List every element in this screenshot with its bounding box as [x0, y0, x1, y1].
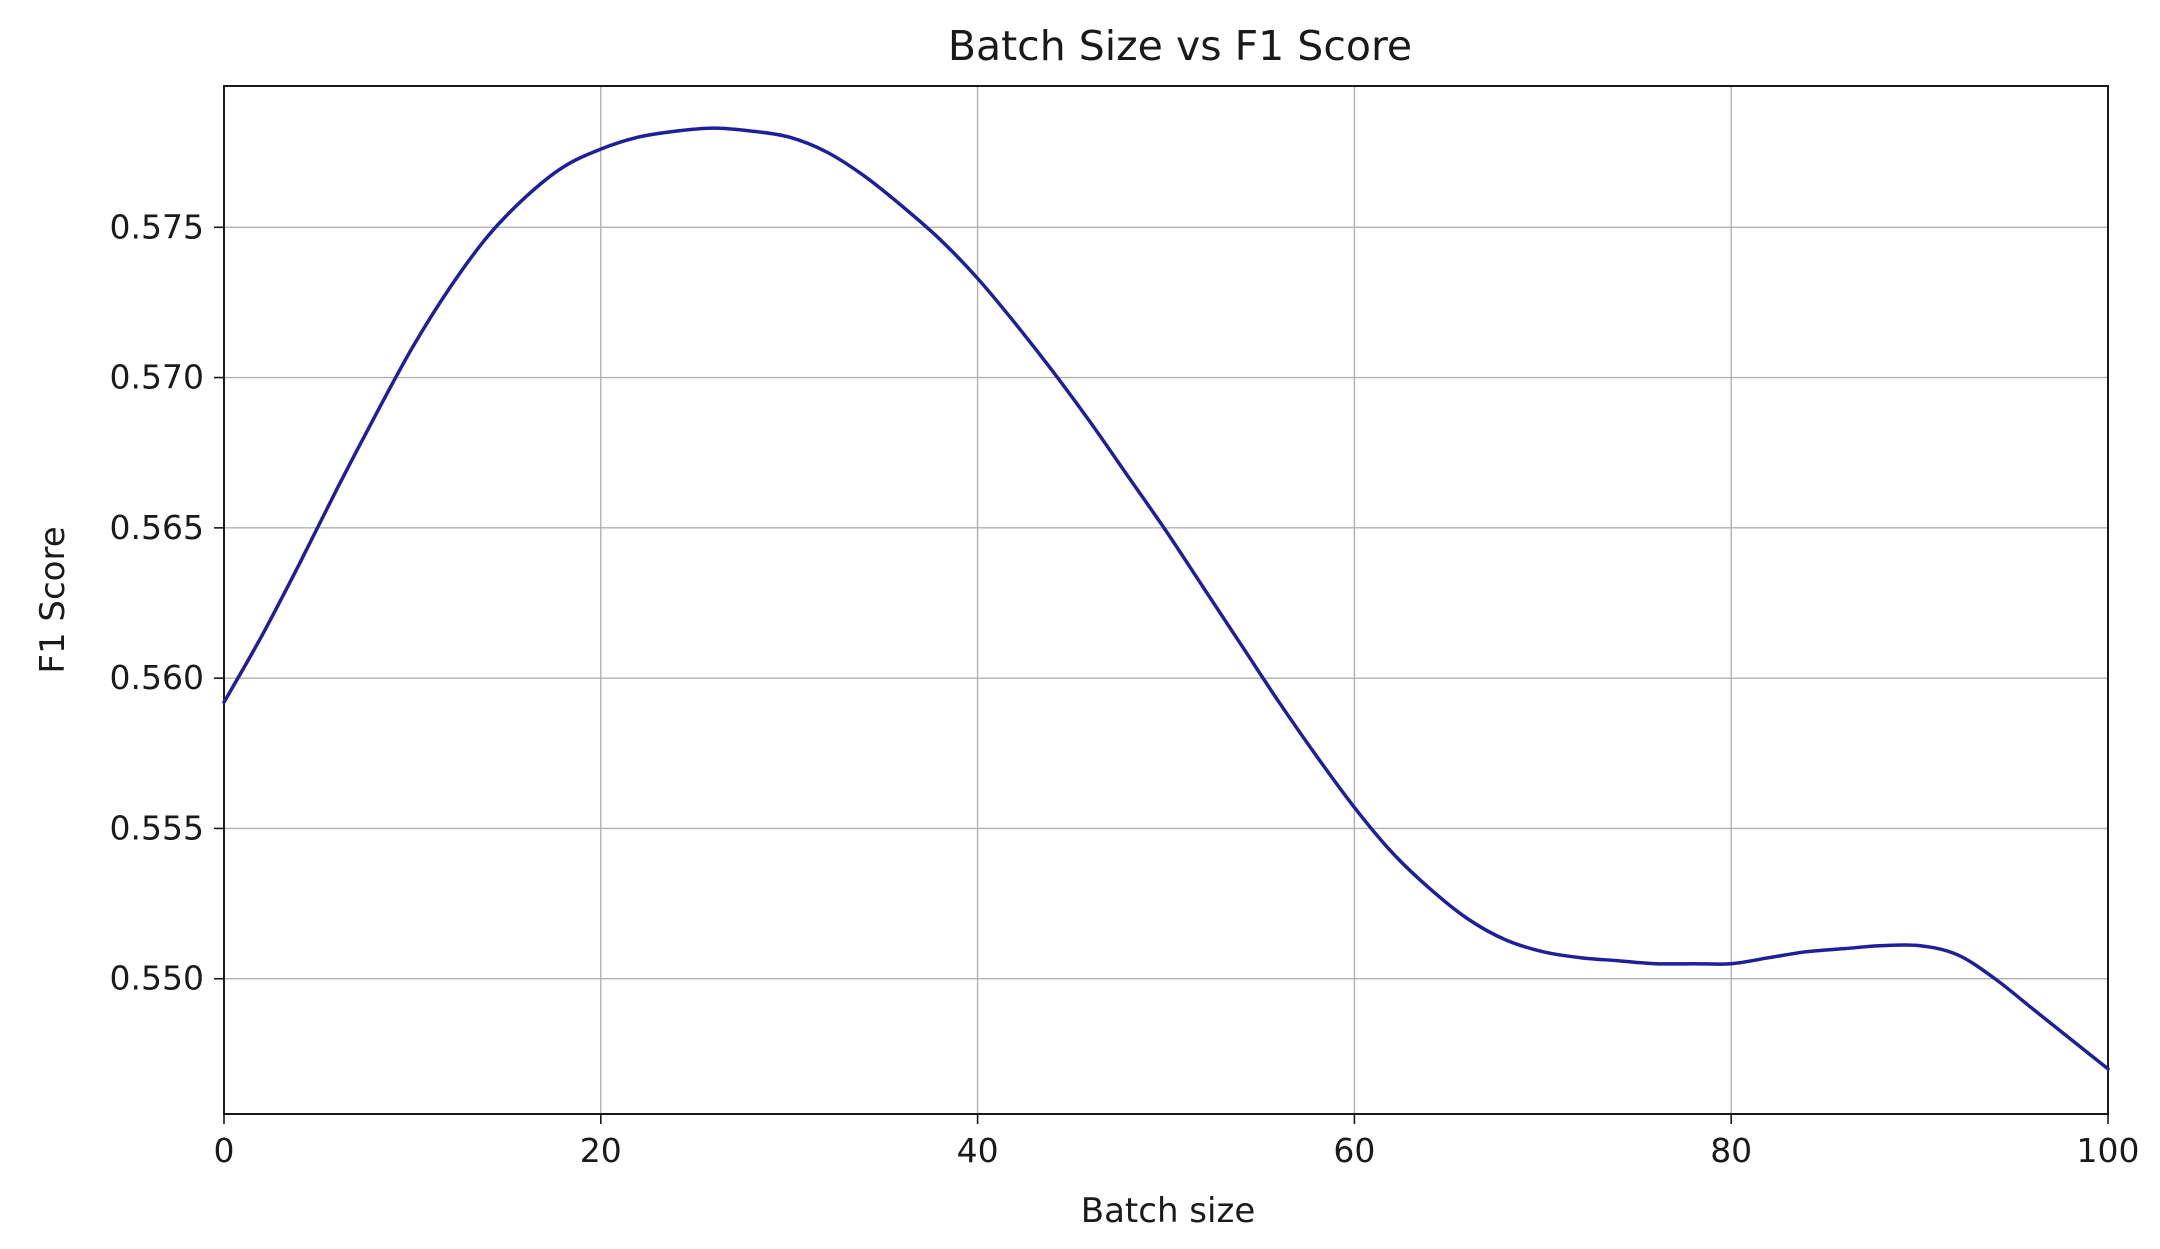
x-tick-label: 0: [214, 1131, 235, 1170]
y-tick-label: 0.555: [110, 808, 204, 847]
x-tick-label: 40: [957, 1131, 999, 1170]
y-axis-label: F1 Score: [33, 526, 73, 673]
chart-title: Batch Size vs F1 Score: [948, 22, 1412, 70]
axis-ticks: 0 20 40 60 80 100 0.550 0.555 0.560 0.565 0.570 0.5…: [110, 207, 2140, 1170]
x-tick-label: 100: [2077, 1131, 2140, 1170]
y-tick-label: 0.565: [110, 508, 204, 547]
y-tick-label: 0.550: [110, 959, 204, 998]
y-tick-label: 0.560: [110, 658, 204, 697]
plot-frame: [223, 85, 2109, 1115]
x-tick-label: 20: [580, 1131, 622, 1170]
x-axis-label: Batch size: [1081, 1191, 1255, 1231]
y-tick-label: 0.570: [110, 358, 204, 397]
y-tick-label: 0.575: [110, 207, 204, 246]
x-tick-label: 60: [1333, 1131, 1375, 1170]
series-line: [222, 126, 2110, 1071]
x-tick-label: 80: [1710, 1131, 1752, 1170]
